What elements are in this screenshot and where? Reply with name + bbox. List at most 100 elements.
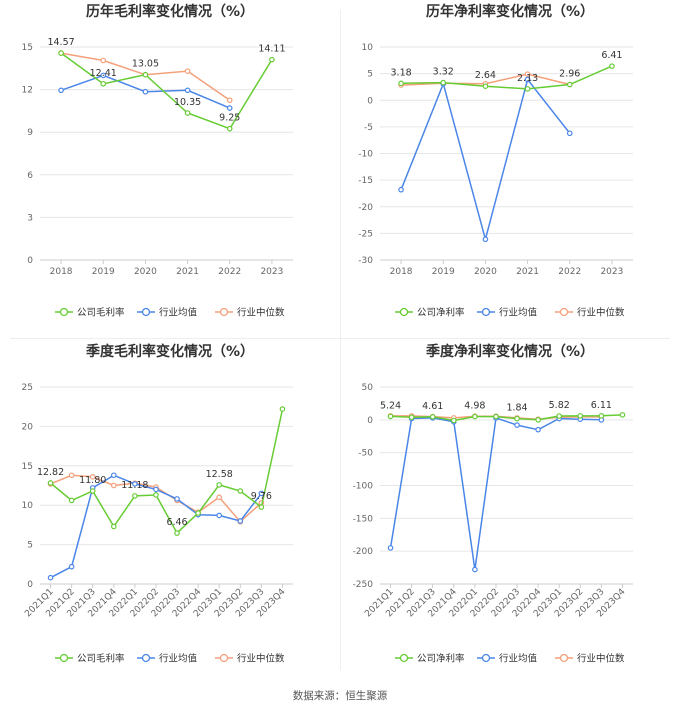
data-point (68, 472, 75, 479)
data-label: 3.32 (433, 67, 454, 78)
data-point (153, 486, 159, 493)
y-tick-label: 10 (362, 43, 374, 53)
data-point (429, 414, 436, 420)
x-tick-label: 2021 (176, 267, 199, 277)
data-point (237, 488, 244, 494)
y-tick-label: 50 (362, 383, 374, 393)
legend-swatch-marker (559, 653, 569, 663)
data-label: 12.82 (37, 467, 64, 478)
legend-label: 行业中位数 (237, 307, 285, 319)
data-label: 4.98 (464, 401, 485, 412)
series-line-0 (401, 65, 613, 90)
data-point (598, 413, 605, 419)
y-tick-label: 15 (22, 462, 33, 472)
data-point (47, 480, 54, 486)
y-tick-label: -20 (358, 203, 373, 213)
data-point (216, 482, 223, 488)
data-point (110, 472, 117, 479)
y-tick-label: -150 (353, 514, 374, 524)
y-tick-label: 5 (367, 70, 373, 80)
legend-label: 公司毛利率 (77, 307, 125, 319)
x-tick-label: 2019 (432, 267, 455, 277)
chart-title: 历年毛利率变化情况（%） (86, 3, 254, 20)
data-point (535, 426, 541, 433)
data-point (58, 87, 64, 94)
data-point (132, 481, 138, 487)
data-label: 1.84 (506, 403, 527, 414)
x-tick-label: 2019 (92, 267, 115, 277)
data-point (440, 79, 447, 86)
data-point (174, 496, 180, 502)
x-tick-label: 2021 (516, 267, 539, 277)
data-point (47, 574, 54, 581)
data-label: 5.24 (380, 400, 401, 411)
legend-swatch-marker (59, 307, 69, 317)
x-tick-label: 2022 (218, 267, 241, 277)
data-point (450, 417, 457, 424)
legend-label: 行业中位数 (577, 307, 625, 319)
data-point (89, 488, 96, 494)
series-line-0 (60, 52, 273, 130)
y-tick-label: -25 (358, 229, 373, 239)
data-point (279, 406, 286, 412)
data-point (258, 490, 265, 497)
y-tick-label: 9 (27, 128, 33, 138)
data-point (174, 530, 180, 536)
data-point (398, 80, 404, 87)
legend-swatch-marker (481, 653, 491, 663)
data-point (110, 523, 117, 530)
data-label: 12.41 (90, 68, 117, 79)
data-point (184, 87, 191, 94)
data-point (387, 545, 394, 551)
chart-title: 季度净利率变化情况（%） (425, 343, 594, 360)
chart-title: 季度毛利率变化情况（%） (85, 343, 254, 360)
data-label: 9.25 (219, 113, 240, 124)
x-tick-label: 2018 (50, 267, 73, 277)
data-label: 11.80 (79, 475, 106, 486)
data-point (100, 57, 107, 64)
data-point (514, 415, 520, 422)
data-point (472, 413, 478, 420)
data-point (142, 71, 149, 78)
annual-gross-margin-chart: 历年毛利率变化情况（%） 0 3 6 9 12 15 2018 2019 2020 2021 2022… (22, 3, 293, 319)
y-tick-label: -50 (358, 449, 373, 459)
data-label: 3.18 (391, 67, 412, 78)
data-label: 11.18 (121, 480, 148, 491)
data-point (110, 482, 117, 489)
chart-title: 历年净利率变化情况（%） (426, 3, 594, 20)
data-label: 2.64 (475, 70, 496, 81)
data-point (132, 493, 138, 499)
data-point (482, 236, 489, 243)
data-point (258, 504, 265, 510)
data-point (153, 492, 159, 498)
data-label: 6.46 (166, 517, 187, 528)
data-point (226, 125, 233, 132)
x-tick-label: 2023 (600, 267, 623, 277)
data-point (577, 413, 584, 419)
legend-label: 行业均值 (499, 653, 538, 665)
data-point (184, 68, 191, 74)
annual-net-margin-chart: 历年净利率变化情况（%） -30 -25 -20 -15 -10 -5 0 5 10 2018 201… (358, 3, 633, 319)
y-tick-label: -15 (358, 176, 373, 186)
legend-swatch-marker (399, 307, 409, 317)
horizontal-divider (10, 338, 670, 339)
y-tick-label: 25 (22, 383, 33, 393)
legend-swatch-marker (59, 653, 69, 663)
data-point (524, 71, 531, 77)
legend-swatch-marker (559, 307, 569, 317)
data-point (89, 474, 96, 480)
y-tick-label: -100 (353, 482, 374, 492)
data-label: 2.96 (559, 68, 580, 79)
data-point (524, 76, 531, 83)
data-label: 12.58 (206, 469, 233, 480)
data-point (216, 494, 223, 501)
data-point (195, 510, 201, 516)
legend-label: 行业均值 (499, 307, 538, 319)
legend-label: 行业中位数 (577, 653, 625, 665)
data-point (472, 566, 478, 573)
y-tick-label: -30 (358, 256, 373, 266)
data-label: 2.13 (517, 73, 538, 84)
y-tick-label: -10 (358, 150, 373, 160)
legend-label: 行业中位数 (237, 653, 285, 665)
